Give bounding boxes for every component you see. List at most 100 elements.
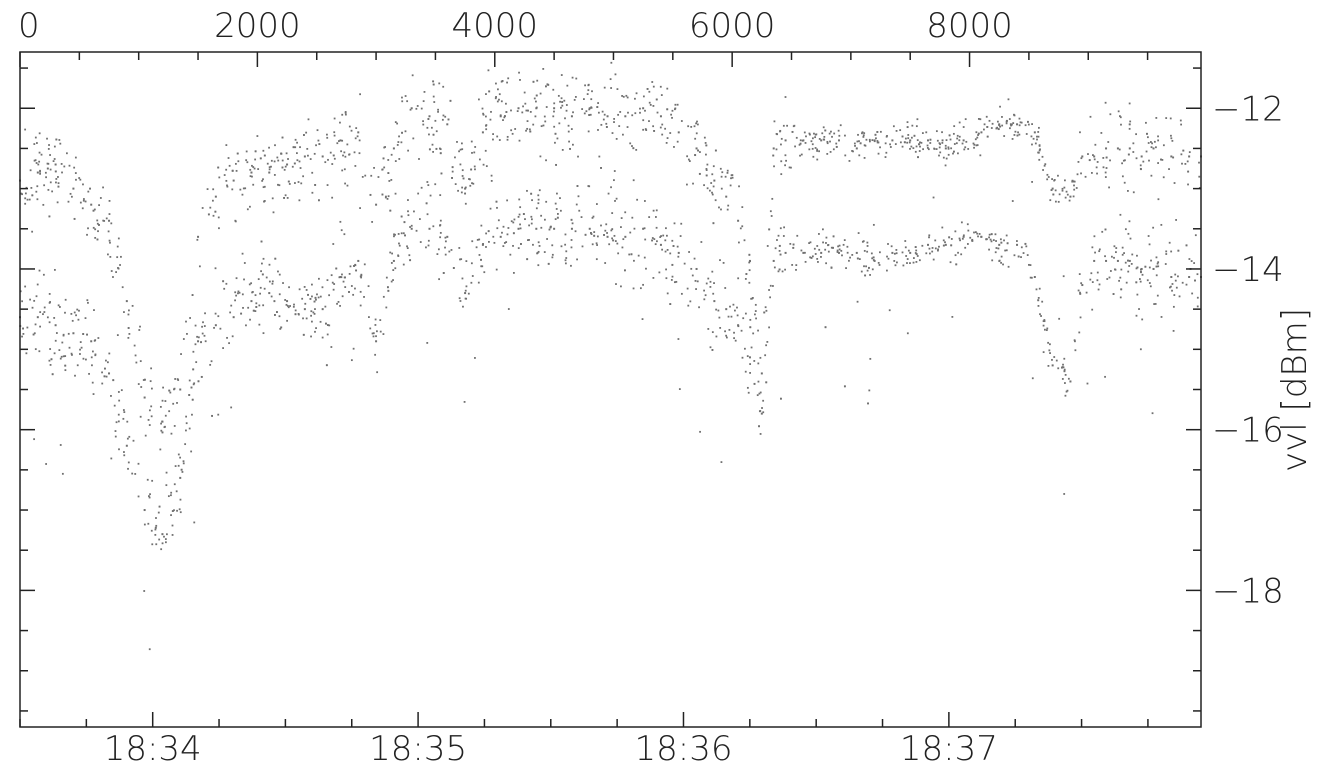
data-point bbox=[929, 138, 932, 141]
data-point bbox=[96, 219, 99, 222]
data-point bbox=[954, 254, 957, 257]
data-point bbox=[544, 120, 547, 123]
data-point bbox=[1007, 98, 1010, 101]
data-point bbox=[589, 232, 592, 234]
data-point bbox=[692, 182, 694, 185]
data-point bbox=[287, 306, 290, 309]
data-point bbox=[114, 430, 117, 432]
data-point bbox=[83, 198, 85, 200]
data-point bbox=[709, 346, 712, 349]
data-point bbox=[1128, 147, 1131, 150]
data-point bbox=[430, 126, 433, 129]
data-point bbox=[1010, 123, 1013, 126]
data-point bbox=[1124, 261, 1127, 264]
data-point bbox=[525, 129, 527, 132]
data-point bbox=[413, 210, 415, 213]
data-point bbox=[785, 159, 787, 162]
data-point bbox=[938, 245, 940, 248]
data-point bbox=[1011, 200, 1014, 202]
data-point bbox=[985, 238, 988, 241]
data-point bbox=[458, 247, 461, 249]
data-point bbox=[1174, 279, 1177, 282]
data-point bbox=[158, 505, 161, 508]
data-point bbox=[665, 227, 667, 230]
data-point bbox=[1135, 157, 1138, 160]
data-point bbox=[75, 178, 77, 181]
data-point bbox=[1107, 141, 1110, 143]
data-point bbox=[771, 197, 774, 200]
data-point bbox=[150, 387, 153, 390]
data-point bbox=[404, 130, 407, 133]
data-point bbox=[1148, 282, 1151, 284]
data-point bbox=[422, 123, 425, 126]
data-point bbox=[478, 158, 481, 161]
data-point bbox=[418, 158, 420, 160]
data-point bbox=[863, 157, 866, 159]
data-point bbox=[1080, 282, 1083, 285]
data-point bbox=[841, 254, 843, 257]
data-point bbox=[382, 157, 385, 160]
data-point bbox=[748, 261, 751, 264]
data-point bbox=[763, 311, 766, 314]
data-point bbox=[1039, 313, 1041, 316]
data-point bbox=[63, 165, 66, 168]
data-point bbox=[121, 286, 124, 289]
data-point bbox=[303, 134, 305, 136]
data-point bbox=[832, 148, 835, 151]
data-point bbox=[261, 179, 264, 182]
data-point bbox=[250, 171, 253, 174]
data-point bbox=[926, 144, 929, 147]
data-point bbox=[537, 202, 540, 205]
data-point bbox=[1161, 159, 1164, 161]
data-point bbox=[788, 166, 791, 169]
data-point bbox=[1153, 303, 1156, 305]
data-point bbox=[160, 548, 163, 551]
data-point bbox=[1121, 175, 1124, 178]
data-point bbox=[677, 131, 680, 134]
data-point bbox=[535, 106, 538, 109]
data-point bbox=[540, 125, 543, 128]
data-point bbox=[461, 186, 464, 189]
data-point bbox=[245, 150, 248, 153]
data-point bbox=[802, 251, 805, 254]
data-point bbox=[670, 279, 673, 281]
data-point bbox=[209, 206, 212, 209]
data-point bbox=[437, 248, 440, 251]
data-point bbox=[1147, 142, 1150, 144]
data-point bbox=[332, 243, 335, 245]
data-point bbox=[243, 278, 245, 281]
data-point bbox=[564, 243, 567, 246]
data-point bbox=[914, 150, 917, 153]
data-point bbox=[1018, 124, 1021, 127]
data-point bbox=[1051, 178, 1053, 180]
data-point bbox=[464, 186, 467, 189]
data-point bbox=[237, 292, 239, 295]
data-point bbox=[1077, 289, 1080, 292]
data-point bbox=[408, 254, 411, 257]
data-point bbox=[576, 258, 578, 261]
data-point bbox=[1120, 123, 1122, 126]
data-point bbox=[91, 364, 93, 367]
data-point bbox=[90, 203, 93, 206]
data-point bbox=[686, 287, 689, 290]
data-point bbox=[863, 132, 866, 135]
data-point bbox=[517, 107, 520, 110]
data-point bbox=[101, 382, 104, 385]
data-point bbox=[837, 251, 840, 254]
data-point bbox=[490, 174, 493, 177]
data-point bbox=[1027, 123, 1030, 126]
data-point bbox=[190, 450, 193, 453]
data-point bbox=[383, 166, 386, 169]
data-point bbox=[1062, 366, 1065, 369]
data-point bbox=[1119, 296, 1122, 299]
data-point bbox=[460, 142, 463, 145]
data-point bbox=[388, 180, 391, 182]
data-point bbox=[748, 356, 751, 359]
data-point bbox=[1042, 351, 1045, 354]
data-point bbox=[179, 388, 182, 391]
data-point bbox=[911, 124, 914, 127]
data-point bbox=[556, 137, 559, 140]
data-point bbox=[1086, 382, 1089, 385]
data-point bbox=[254, 158, 257, 161]
data-point bbox=[107, 253, 109, 256]
